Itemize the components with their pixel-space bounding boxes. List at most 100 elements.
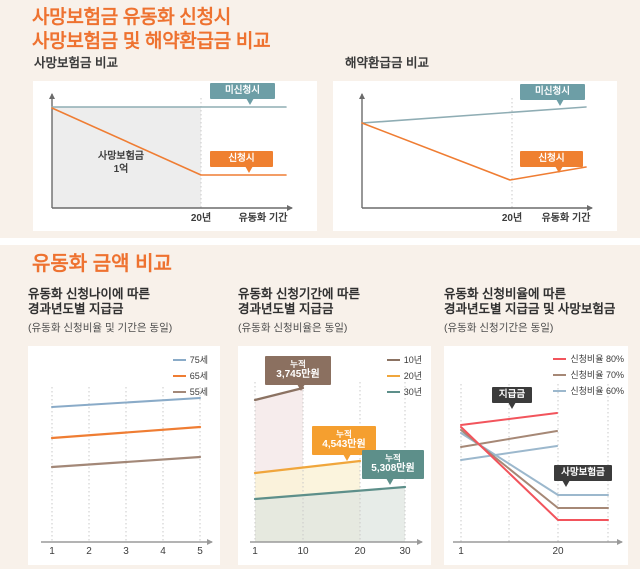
column-title-ratio-line1: 유동화 신청비율에 따른 xyxy=(444,287,566,301)
x-tick-label: 2 xyxy=(86,546,92,557)
payout-ratio-80 xyxy=(460,412,558,426)
line-age-55 xyxy=(50,455,202,469)
legend-label: 55세 xyxy=(189,387,208,397)
death-benefit-shaded-area xyxy=(52,107,201,208)
payout-by-application-period-legend: 10년 20년 30년 xyxy=(386,353,422,398)
badge-tail xyxy=(245,166,254,173)
column-title-ratio-line2: 경과년도별 지급금 및 사망보험금 xyxy=(444,302,616,316)
legend-swatch xyxy=(386,358,400,361)
payout-and-death-benefit-by-ratio-plot: 1 20 xyxy=(453,384,623,557)
x-tick-label: 5 xyxy=(197,546,203,557)
death-benefit-ratio-60 xyxy=(460,432,609,496)
column-title-age: 유동화 신청나이에 따른 경과년도별 지급금 (유동화 신청비율 및 기간은 동… xyxy=(28,287,172,336)
legend-item: 20년 xyxy=(386,369,422,382)
legend-item: 55세 xyxy=(172,385,208,398)
legend-label: 65세 xyxy=(189,371,208,381)
main-title: 사망보험금 유동화 신청시 사망보험금 및 해약환급금 비교 xyxy=(32,6,271,54)
payout-by-application-period-plot: 1 10 20 30 xyxy=(250,382,423,557)
line-age-75 xyxy=(51,397,201,408)
legend-label: 30년 xyxy=(403,387,422,397)
line-30y xyxy=(253,485,407,501)
column-title-age-line2: 경과년도별 지급금 xyxy=(28,302,124,316)
x-tick-label: 20년 xyxy=(191,211,211,224)
column-note-ratio: (유동화 신청기간은 동일) xyxy=(444,322,554,334)
x-axis-label: 유동화 기간 xyxy=(239,211,289,224)
x-tick-label: 1 xyxy=(49,546,55,557)
line-10y xyxy=(253,386,305,402)
badge-payout: 지급금 xyxy=(492,387,532,409)
line-applied xyxy=(51,107,287,176)
legend-item: 75세 xyxy=(172,353,208,366)
legend-item: 65세 xyxy=(172,369,208,382)
line-20y xyxy=(253,459,362,475)
area-30y xyxy=(255,487,405,542)
legend-item: 신청비율 80% xyxy=(553,352,624,365)
payout-by-application-age-legend: 75세 65세 55세 xyxy=(172,353,208,398)
x-tick-label: 1 xyxy=(252,546,258,557)
legend-item: 신청비율 60% xyxy=(553,384,624,397)
badge-tail xyxy=(297,384,306,391)
badge-cumulative-10y: 누적 3,745만원 xyxy=(265,356,331,391)
death-benefit-ratio-80 xyxy=(460,426,609,521)
legend-swatch xyxy=(386,374,400,377)
chart-payout-by-age: 1 2 3 4 5 75세 65세 55세 xyxy=(28,346,220,565)
column-title-period: 유동화 신청기간에 따른 경과년도별 지급금 (유동화 신청비율은 동일) xyxy=(238,287,360,336)
legend-item: 10년 xyxy=(386,353,422,366)
badge-cumulative-30y: 누적 5,308만원 xyxy=(362,450,424,485)
column-note-age: (유동화 신청비율 및 기간은 동일) xyxy=(28,322,173,334)
column-title-period-line2: 경과년도별 지급금 xyxy=(238,302,334,316)
line-not-applied xyxy=(361,106,587,124)
badge-tail xyxy=(561,480,570,487)
x-tick-label: 3 xyxy=(123,546,129,557)
column-title-period-line1: 유동화 신청기간에 따른 xyxy=(238,287,360,301)
legend-label: 신청비율 70% xyxy=(570,370,624,380)
chart-payout-by-period: 1 10 20 30 10년 20년 30년 누적 3,745만원 누적 4,543만원 누적 5,30… xyxy=(238,346,431,565)
x-axis-label: 유동화 기간 xyxy=(542,211,592,224)
x-tick-label: 1 xyxy=(458,546,464,557)
legend-item: 신청비율 70% xyxy=(553,368,624,381)
legend-swatch xyxy=(553,373,567,376)
section2-title: 유동화 금액 비교 xyxy=(32,253,172,275)
legend-swatch xyxy=(172,374,186,377)
death-benefit-amount-label: 사망보험금 xyxy=(98,149,144,162)
legend-label: 20년 xyxy=(403,371,422,381)
badge-tail xyxy=(385,478,394,485)
badge-tail xyxy=(246,98,255,105)
main-title-line2: 사망보험금 및 해약환급금 비교 xyxy=(32,31,271,52)
badge-tail xyxy=(555,166,564,173)
badge-not-applied: 미신청시 xyxy=(520,84,585,106)
subtitle-surrender-value: 해약환급금 비교 xyxy=(345,56,429,70)
payout-and-death-benefit-by-ratio-legend: 신청비율 80% 신청비율 70% 신청비율 60% xyxy=(553,352,624,397)
badge-tail xyxy=(556,99,565,106)
death-benefit-amount-label: 1억 xyxy=(114,163,129,175)
x-tick-label: 4 xyxy=(160,546,166,557)
death-benefit-ratio-70 xyxy=(460,429,609,509)
x-tick-label: 20년 xyxy=(502,211,522,224)
legend-swatch xyxy=(172,390,186,393)
column-title-age-line1: 유동화 신청나이에 따른 xyxy=(28,287,150,301)
legend-swatch xyxy=(386,390,400,393)
payout-ratio-60 xyxy=(460,445,558,461)
x-tick-label: 20 xyxy=(354,546,366,557)
badge-applied: 신청시 xyxy=(210,151,273,173)
line-age-65 xyxy=(50,425,202,440)
legend-label: 75세 xyxy=(189,355,208,365)
legend-item: 30년 xyxy=(386,385,422,398)
column-note-period: (유동화 신청비율은 동일) xyxy=(238,322,348,334)
main-title-line1: 사망보험금 유동화 신청시 xyxy=(32,7,231,28)
payout-by-application-age-plot: 1 2 3 4 5 xyxy=(41,387,213,557)
x-tick-label: 30 xyxy=(399,546,411,557)
badge-tail xyxy=(343,454,352,461)
badge-applied: 신청시 xyxy=(520,151,583,173)
legend-swatch xyxy=(172,358,186,361)
legend-swatch xyxy=(553,389,567,392)
x-tick-label: 20 xyxy=(552,546,564,557)
legend-label: 신청비율 80% xyxy=(570,354,624,364)
badge-not-applied: 미신청시 xyxy=(210,83,275,105)
subtitle-death-benefit: 사망보험금 비교 xyxy=(34,56,118,70)
column-title-ratio: 유동화 신청비율에 따른 경과년도별 지급금 및 사망보험금 (유동화 신청기간… xyxy=(444,287,615,336)
